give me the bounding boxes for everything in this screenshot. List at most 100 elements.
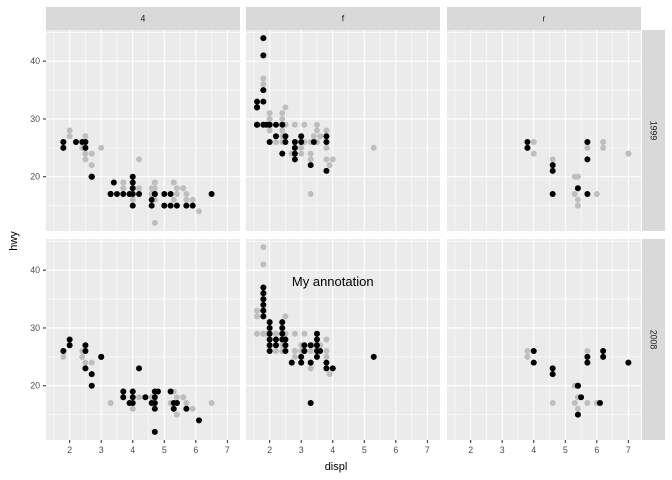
background-point [266, 127, 273, 134]
strip-background [46, 7, 240, 30]
data-point [307, 400, 314, 407]
data-point [301, 348, 308, 355]
background-point [600, 139, 607, 146]
y-tick-label: 30 [30, 114, 40, 124]
background-point [79, 353, 86, 360]
data-point [161, 191, 168, 198]
data-point [151, 428, 158, 435]
y-tick-label: 40 [30, 56, 40, 66]
data-point [549, 365, 556, 372]
strip-background [642, 30, 665, 231]
background-point [329, 156, 336, 163]
strip-col-r: r [447, 7, 641, 30]
data-point [298, 133, 305, 140]
panel-4-2008 [46, 239, 240, 440]
data-point [183, 405, 190, 412]
x-axis-4: 2 3 4 5 6 7 [67, 440, 230, 455]
background-point [136, 394, 143, 401]
data-point [254, 104, 261, 111]
background-point [66, 127, 73, 134]
data-point [129, 400, 136, 407]
data-point [524, 144, 531, 151]
data-point [151, 191, 158, 198]
background-point [600, 144, 607, 151]
background-point [120, 179, 127, 186]
data-point [136, 191, 143, 198]
data-point [82, 365, 89, 372]
data-point [60, 139, 67, 146]
data-point [107, 191, 114, 198]
data-point [142, 394, 149, 401]
x-tick-label: 4 [531, 445, 536, 455]
data-point [60, 144, 67, 151]
background-point [279, 115, 286, 122]
data-point [266, 324, 273, 331]
background-point [574, 196, 581, 203]
data-point [88, 173, 95, 180]
data-point [129, 191, 136, 198]
x-tick-label: 7 [225, 445, 230, 455]
background-point [88, 359, 95, 366]
data-point [260, 98, 267, 105]
panels-layer: My annotation [46, 30, 641, 440]
y-axis-1999: 20 30 40 [30, 56, 46, 182]
data-point [66, 336, 73, 343]
background-point [173, 185, 180, 192]
data-point [88, 371, 95, 378]
background-point [82, 133, 89, 140]
data-point [260, 52, 267, 59]
y-tick-label: 20 [30, 381, 40, 391]
y-tick-label: 40 [30, 265, 40, 275]
data-point [260, 296, 267, 303]
y-axis-2008: 20 30 40 [30, 265, 46, 391]
background-point [291, 121, 298, 128]
data-point [189, 202, 196, 209]
background-point [307, 365, 314, 372]
data-point [82, 144, 89, 151]
background-point [307, 156, 314, 163]
background-point [136, 185, 143, 192]
background-point [317, 133, 324, 140]
highlight-points [60, 139, 215, 209]
x-axis-r: 2 3 4 5 6 7 [468, 440, 631, 455]
data-point [113, 191, 120, 198]
background-point [313, 127, 320, 134]
x-tick-label: 5 [563, 445, 568, 455]
data-point [254, 98, 261, 105]
background-point [151, 185, 158, 192]
background-point [574, 173, 581, 180]
gridlines [46, 239, 240, 440]
panel-background [46, 30, 240, 231]
data-point [148, 202, 155, 209]
data-point [151, 400, 158, 407]
background-point [323, 336, 330, 343]
background-point [183, 400, 190, 407]
background-point [282, 104, 289, 111]
background-point [298, 144, 305, 151]
strip-label: f [342, 14, 345, 24]
strip-label: 2008 [649, 330, 659, 350]
background-point [625, 150, 632, 157]
background-point [66, 133, 73, 140]
background-point [307, 150, 314, 157]
gridlines [447, 30, 641, 231]
data-point [266, 139, 273, 146]
background-point [60, 353, 67, 360]
strip-row-2008: 2008 [642, 239, 665, 440]
strips-layer: 4 f r 1999 2008 [46, 7, 665, 440]
data-point [549, 191, 556, 198]
data-point [530, 359, 537, 366]
background-point [170, 196, 177, 203]
gridlines [447, 239, 641, 440]
data-point [307, 359, 314, 366]
data-point [301, 342, 308, 349]
annotation-label: My annotation [292, 274, 374, 289]
x-tick-label: 6 [393, 445, 398, 455]
highlight-points [260, 284, 377, 407]
data-point [260, 313, 267, 320]
axes-layer: 2 3 4 5 6 7 2 3 4 5 6 7 2 3 4 5 6 7 20 30 40 20 30 40 [30, 56, 631, 455]
data-point [136, 365, 143, 372]
data-point [110, 179, 117, 186]
data-point [129, 179, 136, 186]
data-point [288, 359, 295, 366]
